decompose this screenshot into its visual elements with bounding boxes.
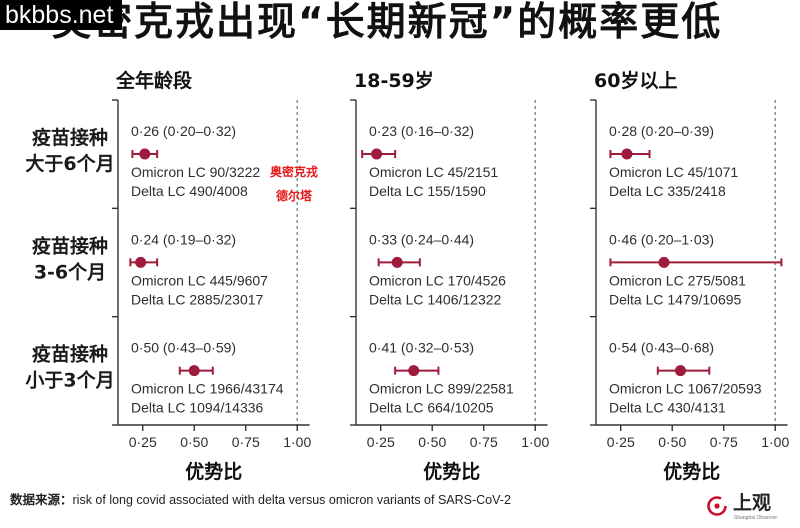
logo-name: 上观 — [733, 492, 772, 514]
estimate-row: 0·41 (0·32–0·53) Omicron LC 899/22581 Delt… — [369, 340, 514, 416]
annotations: 奥密克戎 德尔塔 — [270, 164, 318, 203]
x-tick-label: 1·00 — [521, 434, 549, 450]
point-estimate — [135, 256, 147, 268]
point-estimate — [371, 148, 383, 160]
estimate-row: 0·24 (0·19–0·32) Omicron LC 445/9607 Delta… — [129, 231, 268, 307]
delta-count-label: Delta LC 335/2418 — [609, 183, 726, 199]
omicron-count-label: Omicron LC 45/2151 — [369, 164, 498, 180]
chart-title: 奥密克戎出现“长期新冠”的概率更低 — [52, 0, 723, 45]
data-source-footer: 数据来源：risk of long covid associated with … — [10, 492, 511, 508]
x-tick-label: 0·50 — [180, 434, 208, 450]
forest-panels: 全年龄段 0·25 0·50 0·75 1·00 优势比 0·26 (0·20–0·32) O… — [112, 69, 789, 483]
row-label-line1: 疫苗接种 — [32, 234, 108, 257]
point-estimate — [621, 148, 633, 160]
estimate-row: 0·23 (0·16–0·32) Omicron LC 45/2151 Delta … — [361, 123, 498, 199]
x-axis-title: 优势比 — [423, 460, 480, 483]
forest-panel-3: 60岁以上 0·25 0·50 0·75 1·00 优势比 0·28 (0·20–0·39)… — [590, 69, 789, 483]
logo-dot-shape — [714, 503, 720, 509]
omicron-count-label: Omicron LC 899/22581 — [369, 381, 514, 397]
estimate-row: 0·28 (0·20–0·39) Omicron LC 45/1071 Delta … — [609, 123, 738, 199]
point-estimate — [658, 256, 670, 268]
estimate-label: 0·46 (0·20–1·03) — [609, 231, 714, 247]
omicron-count-label: Omicron LC 275/5081 — [609, 272, 746, 288]
estimate-row: 0·33 (0·24–0·44) Omicron LC 170/4526 Delta… — [369, 231, 506, 307]
x-tick-label: 0·50 — [418, 434, 446, 450]
watermark: bkbbs.net — [0, 0, 122, 30]
omicron-count-label: Omicron LC 45/1071 — [609, 164, 738, 180]
row-label-line2: 小于3个月 — [25, 370, 114, 392]
point-estimate — [188, 365, 200, 377]
estimate-label: 0·54 (0·43–0·68) — [609, 340, 714, 356]
row-label-line1: 疫苗接种 — [32, 343, 108, 366]
delta-count-label: Delta LC 664/10205 — [369, 400, 494, 416]
shanghai-observer-logo-icon — [707, 496, 727, 516]
point-estimate — [674, 365, 686, 377]
omicron-count-label: Omicron LC 445/9607 — [131, 272, 268, 288]
data-source-label: 数据来源： — [10, 492, 73, 507]
x-tick-label: 0·75 — [232, 434, 260, 450]
estimate-label: 0·26 (0·20–0·32) — [131, 123, 236, 139]
panel-header: 全年龄段 — [115, 69, 193, 92]
x-tick-label: 0·25 — [367, 434, 395, 450]
estimate-row: 0·46 (0·20–1·03) Omicron LC 275/5081 Delta… — [609, 231, 783, 307]
forest-panel-1: 全年龄段 0·25 0·50 0·75 1·00 优势比 0·26 (0·20–0·32) O… — [112, 69, 311, 483]
estimate-label: 0·23 (0·16–0·32) — [369, 123, 474, 139]
data-source-text: risk of long covid associated with delta… — [72, 493, 511, 507]
shanghai-observer-logo: 上观 Shanghai Observer — [706, 491, 786, 525]
row-label-group: 疫苗接种 3-6个月 — [32, 234, 108, 283]
annotation-delta: 德尔塔 — [276, 188, 313, 203]
delta-count-label: Delta LC 1406/12322 — [369, 291, 502, 307]
omicron-count-label: Omicron LC 1966/43174 — [131, 381, 284, 397]
omicron-count-label: Omicron LC 1067/20593 — [609, 381, 762, 397]
x-tick-label: 0·75 — [710, 434, 738, 450]
estimate-row: 0·54 (0·43–0·68) Omicron LC 1067/20593 Del… — [609, 340, 762, 416]
x-tick-label: 0·25 — [129, 434, 157, 450]
row-label-line1: 疫苗接种 — [32, 126, 108, 149]
delta-count-label: Delta LC 2885/23017 — [131, 291, 264, 307]
x-tick-label: 0·75 — [470, 434, 498, 450]
delta-count-label: Delta LC 155/1590 — [369, 183, 486, 199]
logo-ring-shape — [707, 496, 727, 516]
estimate-row: 0·50 (0·43–0·59) Omicron LC 1966/43174 Del… — [131, 340, 284, 416]
omicron-count-label: Omicron LC 90/3222 — [131, 164, 260, 180]
point-estimate — [391, 256, 403, 268]
panel-header: 60岁以上 — [594, 69, 677, 92]
estimate-label: 0·50 (0·43–0·59) — [131, 340, 236, 356]
estimate-label: 0·24 (0·19–0·32) — [131, 231, 236, 247]
x-tick-label: 0·25 — [607, 434, 635, 450]
x-tick-label: 0·50 — [658, 434, 686, 450]
panel-header: 18-59岁 — [354, 69, 434, 92]
x-tick-label: 1·00 — [283, 434, 311, 450]
x-axis-title: 优势比 — [185, 460, 242, 483]
estimate-label: 0·28 (0·20–0·39) — [609, 123, 714, 139]
row-label-line2: 3-6个月 — [34, 261, 106, 283]
delta-count-label: Delta LC 430/4131 — [609, 400, 726, 416]
row-label-line2: 大于6个月 — [25, 152, 114, 175]
x-tick-label: 1·00 — [761, 434, 789, 450]
point-estimate — [139, 148, 151, 160]
x-axis-title: 优势比 — [663, 460, 720, 483]
estimate-label: 0·41 (0·32–0·53) — [369, 340, 474, 356]
forest-panel-2: 18-59岁 0·25 0·50 0·75 1·00 优势比 0·23 (0·16–0·32… — [350, 69, 549, 483]
point-estimate — [408, 365, 420, 377]
estimate-label: 0·33 (0·24–0·44) — [369, 231, 474, 247]
delta-count-label: Delta LC 1479/10695 — [609, 291, 742, 307]
omicron-count-label: Omicron LC 170/4526 — [369, 272, 506, 288]
logo-tagline: Shanghai Observer — [734, 515, 778, 521]
delta-count-label: Delta LC 490/4008 — [131, 183, 248, 199]
delta-count-label: Delta LC 1094/14336 — [131, 400, 264, 416]
estimate-row: 0·26 (0·20–0·32) Omicron LC 90/3222 Delta … — [131, 123, 260, 199]
annotation-omicron: 奥密克戎 — [270, 164, 318, 179]
